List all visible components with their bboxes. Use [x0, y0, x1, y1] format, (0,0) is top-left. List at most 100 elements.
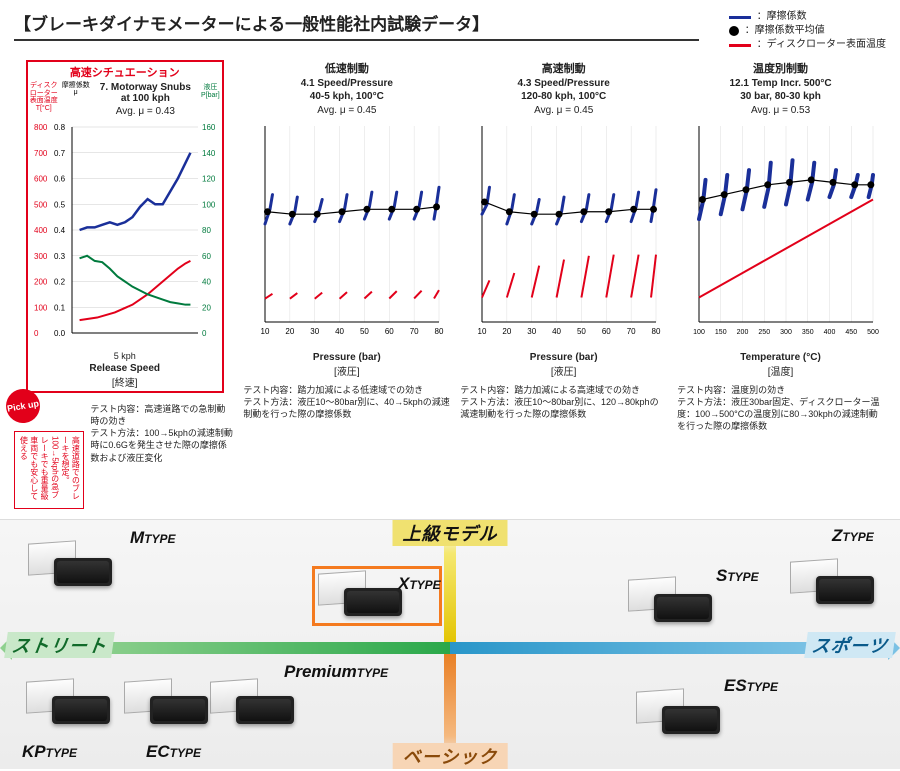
chart1-avg: Avg. μ = 0.43 — [92, 106, 199, 117]
product-image-es — [636, 690, 722, 738]
chart2-xunit: [液圧] — [334, 363, 360, 378]
svg-text:0: 0 — [34, 329, 39, 338]
svg-text:0.5: 0.5 — [54, 200, 66, 209]
svg-text:20: 20 — [502, 327, 511, 336]
svg-text:20: 20 — [202, 303, 211, 312]
chart3-avg: Avg. μ = 0.45 — [534, 105, 593, 116]
chart1-axis-mu-label: 摩擦係数μ — [62, 82, 90, 113]
svg-text:30: 30 — [310, 327, 319, 336]
axis-label-premium: 上級モデル — [393, 520, 508, 546]
chart3-desc: テスト内容：踏力加減による高速域での効きテスト方法：液圧10～80bar別に、1… — [458, 378, 669, 420]
svg-text:40: 40 — [552, 327, 561, 336]
axis-horizontal — [0, 642, 900, 654]
legend-swatch-avg — [729, 26, 739, 36]
axis-label-basic: ベーシック — [393, 743, 508, 769]
chart4-avg: Avg. μ = 0.53 — [751, 105, 810, 116]
chart4-title: 温度別制動 — [753, 60, 808, 76]
product-image-s — [628, 578, 714, 626]
svg-text:200: 200 — [34, 278, 48, 287]
chart4-xcaption: Temperature (°C) — [740, 352, 821, 363]
product-image-premium — [210, 680, 296, 728]
axis-label-street: ストリート — [4, 632, 115, 658]
svg-text:0.4: 0.4 — [54, 226, 66, 235]
page-title: 【ブレーキダイナモメーターによる一般性能社内試験データ】 — [14, 10, 699, 41]
legend-temp-label: ：ディスクローター表面温度 — [757, 38, 886, 52]
chart1-axis-temp-label: ディスクローター表面温度T[°C] — [30, 82, 58, 113]
type-label-m: MTYPE — [130, 528, 176, 548]
svg-text:250: 250 — [758, 329, 770, 336]
chart2-title: 低速制動 — [325, 60, 369, 76]
chart4-desc: テスト内容：温度別の効きテスト方法：液圧30bar固定、ディスクローター温度：1… — [675, 378, 886, 433]
svg-text:0.6: 0.6 — [54, 175, 66, 184]
product-position-map: ストリート スポーツ 上級モデル ベーシック MTYPE XTYPE STYPE ZT… — [0, 519, 900, 769]
svg-text:800: 800 — [34, 123, 48, 132]
svg-text:30: 30 — [527, 327, 536, 336]
chart1-title: 高速シチュエーション — [30, 64, 220, 80]
chart3-svg: 1020304050607080 — [464, 120, 664, 350]
svg-text:300: 300 — [34, 252, 48, 261]
svg-text:0: 0 — [202, 329, 207, 338]
type-label-s: STYPE — [716, 566, 759, 586]
chart-1: 高速シチュエーション ディスクローター表面温度T[°C] 摩擦係数μ 7. Mo… — [14, 60, 235, 509]
product-image-m — [28, 542, 114, 590]
chart2-xcaption: Pressure (bar) — [313, 352, 381, 363]
svg-text:80: 80 — [202, 226, 211, 235]
svg-text:0.7: 0.7 — [54, 149, 66, 158]
svg-text:0.3: 0.3 — [54, 252, 66, 261]
chart2-desc: テスト内容：踏力加減による低速域での効きテスト方法：液圧10～80bar別に、4… — [241, 378, 452, 420]
svg-text:80: 80 — [651, 327, 660, 336]
svg-text:60: 60 — [602, 327, 611, 336]
svg-text:300: 300 — [780, 329, 792, 336]
svg-text:50: 50 — [577, 327, 586, 336]
type-label-kp: KPTYPE — [22, 742, 77, 762]
svg-text:350: 350 — [801, 329, 813, 336]
svg-text:500: 500 — [34, 200, 48, 209]
chart2-svg: 1020304050607080 — [247, 120, 447, 350]
chart-3: 高速制動 4.3 Speed/Pressure120-80 kph, 100°C… — [458, 60, 669, 509]
chart-4: 温度別制動 12.1 Temp Incr. 500°C30 bar, 80-30… — [675, 60, 886, 509]
svg-text:160: 160 — [202, 123, 216, 132]
svg-text:0.1: 0.1 — [54, 303, 66, 312]
chart4-sub: 12.1 Temp Incr. 500°C30 bar, 80-30 kph — [729, 78, 831, 103]
chart-2: 低速制動 4.1 Speed/Pressure40-5 kph, 100°C A… — [241, 60, 452, 509]
svg-text:10: 10 — [477, 327, 486, 336]
svg-text:0.2: 0.2 — [54, 278, 66, 287]
type-label-ec: ECTYPE — [146, 742, 201, 762]
legend-swatch-temp — [729, 44, 751, 47]
svg-text:100: 100 — [34, 303, 48, 312]
svg-text:40: 40 — [202, 278, 211, 287]
chart1-xtick: 5 kph — [30, 351, 220, 361]
chart1-red-callout: 高速道路でのブレーキを想定。100→5kphの急ブレーキでも重量級車両でも安心し… — [14, 431, 84, 509]
svg-text:80: 80 — [434, 327, 443, 336]
type-label-es: ESTYPE — [724, 676, 778, 696]
product-image-ec — [124, 680, 210, 728]
chart1-svg: 00.001000.1202000.2403000.3604000.480500… — [30, 121, 220, 351]
svg-text:150: 150 — [714, 329, 726, 336]
chart1-desc: テスト内容：高速道路での急制動時の効きテスト方法：100→5kphの減速制動時に… — [88, 397, 235, 464]
type-label-z: ZTYPE — [832, 526, 874, 546]
legend: ：摩擦係数 ：摩擦係数平均値 ：ディスクローター表面温度 — [729, 10, 886, 52]
svg-text:50: 50 — [360, 327, 369, 336]
type-label-x: XTYPE — [398, 574, 441, 594]
svg-text:700: 700 — [34, 149, 48, 158]
svg-text:0.0: 0.0 — [54, 329, 66, 338]
type-label-premium: PremiumTYPE — [284, 662, 388, 682]
chart4-xunit: [温度] — [768, 363, 794, 378]
svg-text:120: 120 — [202, 175, 216, 184]
chart1-xcaption: Release Speed — [30, 363, 220, 374]
product-image-z — [790, 560, 876, 608]
svg-text:100: 100 — [693, 329, 705, 336]
chart4-svg: 100150200250300350400450500 — [681, 120, 881, 350]
axis-label-sports: スポーツ — [805, 632, 896, 658]
svg-text:450: 450 — [845, 329, 857, 336]
svg-text:60: 60 — [385, 327, 394, 336]
svg-text:0.8: 0.8 — [54, 123, 66, 132]
svg-text:10: 10 — [260, 327, 269, 336]
svg-text:60: 60 — [202, 252, 211, 261]
svg-text:100: 100 — [202, 200, 216, 209]
chart2-avg: Avg. μ = 0.45 — [317, 105, 376, 116]
product-image-kp — [26, 680, 112, 728]
legend-swatch-mu — [729, 16, 751, 19]
chart3-sub: 4.3 Speed/Pressure120-80 kph, 100°C — [518, 78, 610, 103]
legend-avg-label: ：摩擦係数平均値 — [745, 24, 825, 38]
